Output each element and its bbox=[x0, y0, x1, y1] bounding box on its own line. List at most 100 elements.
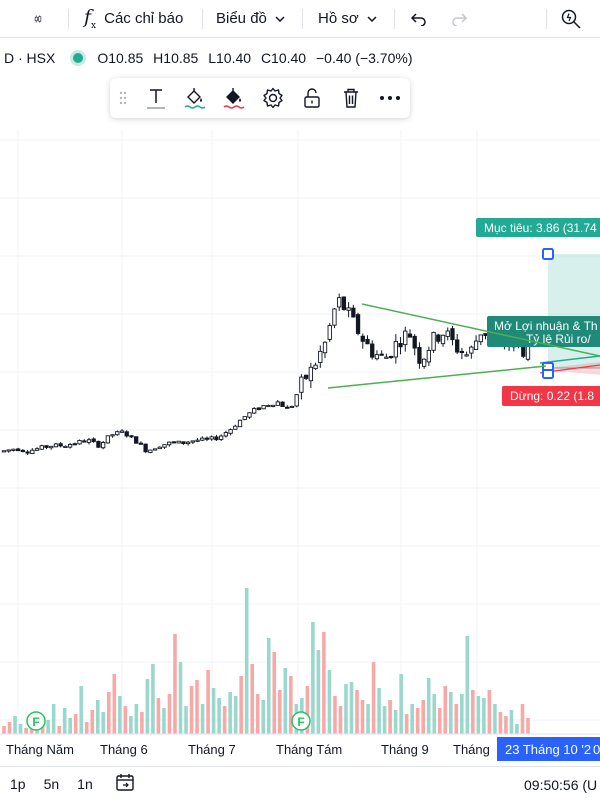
profile-menu-button[interactable]: Hồ sơ bbox=[318, 0, 377, 38]
candle-body bbox=[77, 440, 82, 445]
triangle-pattern[interactable] bbox=[327, 303, 600, 389]
candle-body bbox=[195, 439, 200, 442]
volume-bar bbox=[382, 706, 387, 734]
volume-bar bbox=[388, 700, 392, 734]
chart-menu-button[interactable]: Biểu đồ bbox=[216, 0, 285, 38]
candle-style-button[interactable] bbox=[0, 0, 42, 38]
candle bbox=[148, 449, 153, 454]
stop-handle[interactable] bbox=[542, 369, 554, 379]
candle-body bbox=[459, 350, 465, 354]
candle bbox=[86, 437, 92, 445]
candle bbox=[421, 358, 427, 369]
volume-bar bbox=[327, 670, 332, 734]
candle-body bbox=[332, 308, 337, 326]
volume-bar bbox=[399, 674, 403, 734]
candle-body bbox=[167, 441, 172, 446]
drag-handle[interactable] bbox=[110, 78, 136, 118]
indicators-button[interactable]: fx Các chỉ báo bbox=[84, 0, 183, 38]
time-axis[interactable]: Tháng Năm Tháng 6 Tháng 7 Tháng Tám Thán… bbox=[0, 733, 600, 761]
candle-body bbox=[30, 449, 35, 455]
settings-button[interactable] bbox=[253, 78, 292, 118]
candle bbox=[308, 362, 313, 389]
fill-color-button[interactable] bbox=[214, 78, 253, 118]
clock[interactable]: 09:50:56 (U bbox=[524, 777, 598, 793]
candle bbox=[379, 350, 384, 356]
dividend-marker[interactable]: F bbox=[26, 711, 46, 731]
redo-button[interactable] bbox=[450, 0, 468, 38]
lock-button[interactable] bbox=[292, 78, 331, 118]
timeframe-1n[interactable]: 1n bbox=[77, 775, 93, 792]
volume-bar bbox=[112, 674, 117, 734]
volume-bar bbox=[437, 708, 442, 734]
volume-bar bbox=[24, 728, 28, 734]
close-value: C10.40 bbox=[260, 50, 307, 66]
chart-menu-label: Biểu đồ bbox=[216, 10, 267, 27]
candle-body bbox=[351, 307, 356, 318]
candle bbox=[63, 445, 68, 449]
toolbar-divider bbox=[202, 9, 203, 29]
symbol-name[interactable]: D · HSX bbox=[4, 50, 56, 66]
candle bbox=[171, 441, 177, 444]
stop-label: Dừng: 0.22 (1.8 bbox=[510, 389, 594, 403]
function-icon: fx bbox=[84, 6, 97, 31]
volume-bar bbox=[195, 680, 199, 734]
volume-bar bbox=[250, 664, 255, 734]
price-chart[interactable]: Mục tiêu: 3.86 (31.74 Mở Lợi nhuận & Th … bbox=[0, 130, 600, 766]
timeframe-1p[interactable]: 1p bbox=[10, 775, 26, 792]
text-button[interactable] bbox=[136, 78, 175, 118]
volume-bar bbox=[13, 716, 17, 734]
crosshair-date-box bbox=[497, 737, 600, 761]
candle-body bbox=[110, 434, 115, 437]
candle bbox=[332, 307, 337, 329]
x-tick-label: Tháng 9 bbox=[381, 742, 429, 757]
volume-bar bbox=[46, 720, 50, 734]
line-color-icon bbox=[184, 88, 205, 109]
candle-body bbox=[157, 446, 162, 450]
candle-body bbox=[214, 436, 219, 441]
volume-bar bbox=[90, 710, 95, 734]
dividend-marker[interactable]: F bbox=[291, 711, 311, 731]
search-button[interactable] bbox=[560, 0, 582, 38]
volume-bar bbox=[476, 696, 481, 734]
candle-series bbox=[1, 293, 531, 456]
line-color-button[interactable] bbox=[175, 78, 214, 118]
candle bbox=[318, 345, 323, 368]
timeframe-5n[interactable]: 5n bbox=[43, 775, 60, 792]
text-icon bbox=[146, 89, 165, 109]
more-button[interactable] bbox=[370, 78, 409, 118]
volume-bar bbox=[129, 716, 133, 734]
candle-body bbox=[431, 331, 436, 351]
candle bbox=[204, 436, 210, 442]
candle-body bbox=[436, 334, 441, 342]
target-zone bbox=[548, 254, 600, 368]
volume-bar bbox=[498, 712, 503, 734]
date-range-button[interactable] bbox=[115, 772, 135, 795]
candle bbox=[440, 334, 446, 347]
candle-body bbox=[417, 347, 422, 364]
candle-body bbox=[421, 358, 427, 367]
undo-button[interactable] bbox=[410, 0, 428, 38]
candle-body bbox=[63, 445, 68, 449]
position-tool[interactable]: Mục tiêu: 3.86 (31.74 Mở Lợi nhuận & Th … bbox=[476, 218, 600, 406]
candle bbox=[58, 442, 63, 448]
candle-body bbox=[233, 425, 238, 430]
target-handle[interactable] bbox=[542, 248, 554, 260]
candle-body bbox=[176, 440, 181, 444]
chevron-down-icon bbox=[275, 15, 285, 22]
high-value: H10.85 bbox=[153, 50, 199, 66]
candle-body bbox=[219, 435, 224, 440]
volume-bar bbox=[51, 704, 56, 734]
volume-bar bbox=[134, 704, 139, 734]
volume-bar bbox=[338, 706, 343, 734]
delete-button[interactable] bbox=[331, 78, 370, 118]
volume-bar bbox=[515, 724, 519, 734]
candle-body bbox=[445, 330, 450, 337]
candle bbox=[445, 327, 450, 341]
volume-bar bbox=[140, 712, 144, 734]
candle-body bbox=[455, 339, 460, 353]
candle-body bbox=[252, 408, 257, 414]
candle-body bbox=[209, 436, 214, 440]
candle bbox=[181, 441, 186, 445]
candle-body bbox=[152, 448, 158, 451]
candle-body bbox=[11, 448, 16, 451]
